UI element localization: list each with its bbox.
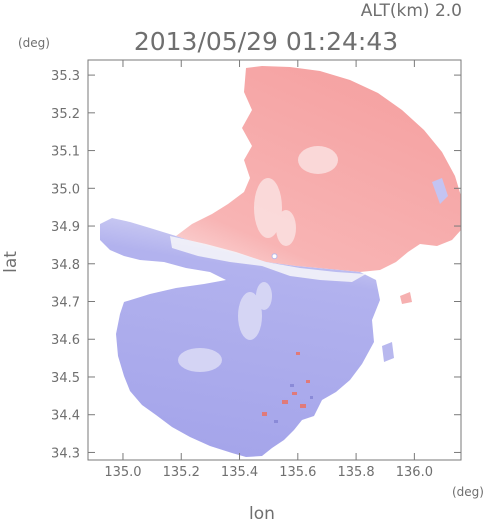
x-tick-label: 135.0 <box>104 465 141 480</box>
y-tick-label: 34.7 <box>51 296 80 311</box>
x-tick-label: 135.8 <box>337 465 374 480</box>
x-axis-label: lon <box>249 504 275 521</box>
y-tick-label: 35.2 <box>51 107 80 122</box>
timestamp-title: 2013/05/29 01:24:43 <box>134 27 398 56</box>
y-tick-label: 35.0 <box>51 182 80 197</box>
y-tick-label: 35.3 <box>51 69 80 84</box>
x-unit-label: (deg) <box>452 485 484 499</box>
radar-site-marker <box>271 253 278 260</box>
plot-frame <box>87 59 462 461</box>
y-tick-label: 34.5 <box>51 371 80 386</box>
y-axis-label: lat <box>1 251 21 273</box>
plot-border <box>87 59 462 461</box>
y-tick-label: 35.1 <box>51 145 80 160</box>
zero-velocity-band <box>170 236 366 282</box>
altitude-label: ALT(km) 2.0 <box>361 1 462 21</box>
y-tick-label: 34.6 <box>51 333 80 348</box>
y-tick-label: 34.4 <box>51 409 80 424</box>
y-unit-label: (deg) <box>18 36 50 50</box>
doppler-velocity-field <box>100 66 461 457</box>
x-tick-label: 136.0 <box>396 465 433 480</box>
x-axis: 135.0 135.2 135.4 135.6 135.8 136.0 <box>104 60 433 480</box>
x-tick-label: 135.6 <box>279 465 316 480</box>
x-tick-label: 135.2 <box>163 465 200 480</box>
y-tick-label: 34.3 <box>51 446 80 461</box>
y-axis: 35.3 35.2 35.1 35.0 34.9 34.8 34.7 34.6 34.5 34.4… <box>51 69 461 461</box>
x-tick-label: 135.4 <box>221 465 258 480</box>
y-tick-label: 34.8 <box>51 258 80 273</box>
y-tick-label: 34.9 <box>51 220 80 235</box>
